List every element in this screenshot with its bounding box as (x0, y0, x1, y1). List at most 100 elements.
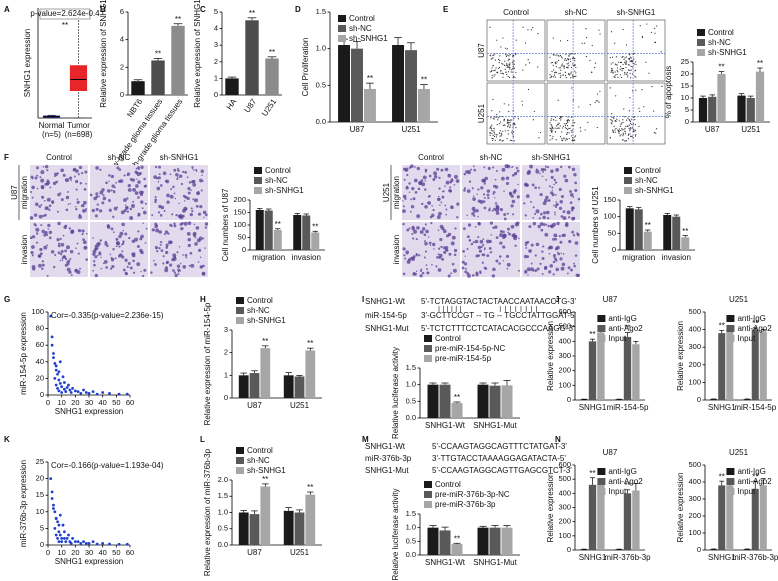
cell (46, 180, 51, 185)
event (551, 138, 553, 140)
y-tick-label: 15 (681, 81, 689, 90)
y-tick-label: 300 (688, 494, 701, 503)
event (570, 129, 572, 132)
box (69, 65, 88, 91)
event (507, 133, 509, 135)
event (493, 130, 495, 132)
event (506, 48, 508, 50)
event (564, 71, 566, 73)
cell (160, 205, 165, 210)
bar (726, 485, 734, 550)
cell (432, 242, 436, 247)
event (550, 130, 553, 132)
point (54, 368, 58, 372)
cell (187, 243, 191, 248)
cell (92, 269, 95, 272)
bar (632, 490, 640, 550)
cell (100, 267, 103, 270)
cell (44, 206, 49, 211)
cell (422, 175, 427, 180)
y-tick-label: 0 (40, 390, 44, 399)
event (491, 67, 493, 69)
event (630, 122, 632, 125)
event (591, 44, 593, 47)
bar (672, 216, 681, 250)
cell (42, 214, 45, 218)
event (568, 120, 570, 122)
cell (554, 237, 558, 241)
cell (506, 212, 509, 215)
event (625, 73, 628, 75)
legend-label: Control (349, 14, 375, 23)
cell (430, 221, 433, 225)
event (506, 122, 508, 124)
legend-swatch (338, 15, 346, 22)
event (511, 130, 513, 132)
cell (481, 253, 484, 256)
cell (57, 221, 61, 226)
event (575, 75, 577, 77)
group-label: U251 (382, 182, 391, 202)
event (502, 124, 505, 127)
cell (471, 206, 476, 211)
cell (159, 214, 163, 217)
event (499, 130, 501, 132)
event (502, 63, 504, 65)
cell (473, 214, 476, 217)
bar (451, 403, 463, 418)
cell (472, 165, 475, 168)
cell (453, 248, 458, 253)
point (63, 530, 66, 534)
cell (476, 193, 478, 196)
point (57, 389, 61, 393)
x-tick-label: U251 (401, 125, 421, 134)
legend-label: Control (635, 166, 661, 175)
event (622, 63, 624, 66)
cell (442, 229, 447, 234)
event (622, 135, 624, 137)
legend-label: Control (265, 166, 291, 175)
chart-title: U251 (729, 448, 749, 457)
cell (102, 194, 105, 197)
cell (410, 198, 413, 201)
cell (54, 253, 57, 257)
cell (570, 206, 575, 210)
cell (548, 270, 552, 274)
cell (453, 174, 458, 179)
bar (238, 512, 249, 545)
event (491, 69, 493, 72)
event (552, 76, 554, 78)
event (489, 127, 491, 129)
bar (427, 384, 439, 418)
sequence: 3'-TTGTACCTAAAAGGAGATACTA-5' (432, 454, 566, 463)
cell (124, 258, 128, 262)
event (492, 98, 494, 101)
event (617, 71, 619, 73)
event (632, 130, 634, 132)
y-tick-label: 500 (558, 474, 571, 483)
panel-letter: F (4, 153, 9, 162)
cell (550, 191, 554, 195)
event (498, 123, 501, 125)
cell (566, 210, 571, 215)
bar (477, 384, 489, 418)
cell (449, 189, 453, 193)
event (572, 99, 574, 101)
cell (416, 226, 420, 230)
cell (515, 171, 518, 175)
cell (574, 188, 578, 192)
y-tick-label: 400 (558, 488, 571, 497)
event (496, 133, 498, 136)
cell (121, 250, 124, 253)
legend-label: anti-IgG (737, 467, 765, 476)
cell (67, 203, 70, 206)
cell (540, 167, 545, 172)
cell (48, 230, 53, 235)
cell (421, 271, 425, 275)
cell (406, 228, 410, 232)
event (567, 58, 570, 60)
y-tick-label: 20 (36, 373, 44, 382)
event (572, 76, 575, 78)
y-tick-label: 0.0 (218, 540, 228, 549)
point (53, 510, 57, 514)
